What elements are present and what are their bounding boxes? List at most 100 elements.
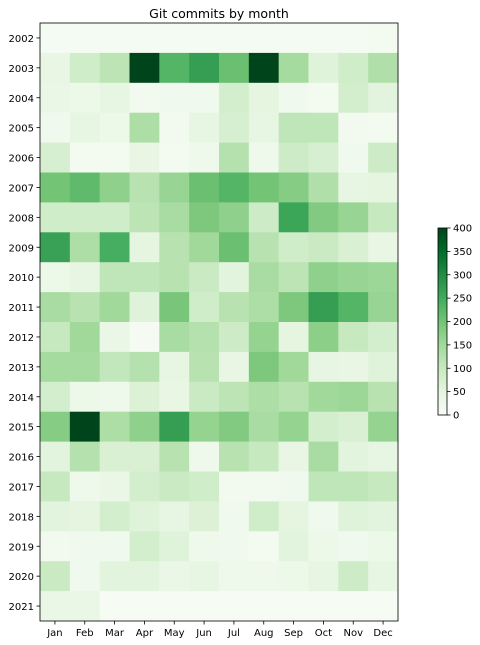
chart-title: Git commits by month [149, 6, 289, 21]
heatmap-cell-2007-oct [308, 172, 339, 203]
heatmap-cell-2011-jan [40, 292, 71, 323]
heatmap-cell-2009-feb [69, 232, 101, 263]
heatmap-cell-2005-oct [308, 112, 339, 143]
heatmap-cell-2018-jul [219, 501, 250, 532]
heatmap-cell-2018-jan [40, 501, 71, 532]
heatmap-cell-2021-dec [368, 591, 399, 622]
heatmap-cell-2006-oct [308, 142, 339, 173]
heatmap-cell-2018-aug [248, 501, 280, 532]
heatmap-cell-2019-may [159, 531, 190, 562]
heatmap-cell-2006-jun [189, 142, 220, 173]
heatmap-cell-2008-feb [69, 202, 101, 233]
colorbar-tick-label: 50 [453, 387, 466, 398]
heatmap-cell-2013-mar [99, 351, 130, 383]
heatmap-cell-2006-may [159, 142, 190, 173]
heatmap-cell-2014-aug [248, 381, 280, 413]
heatmap-cell-2012-sep [278, 322, 309, 353]
y-tick-label: 2007 [9, 183, 34, 194]
heatmap-cell-2015-may [159, 411, 190, 442]
heatmap-cell-2010-oct [308, 262, 339, 293]
heatmap-cell-2019-dec [368, 531, 399, 562]
heatmap-cell-2014-jun [189, 381, 220, 413]
heatmap-cell-2015-apr [129, 411, 160, 442]
heatmap-cell-2011-feb [69, 292, 101, 323]
heatmap-cell-2020-oct [308, 561, 339, 592]
heatmap-cell-2003-feb [69, 52, 101, 84]
heatmap-cell-2014-jan [40, 381, 71, 413]
heatmap-cell-2019-mar [99, 531, 130, 562]
heatmap-cell-2021-aug [248, 591, 280, 622]
y-tick-label: 2015 [9, 423, 34, 434]
heatmap-cell-2015-aug [248, 411, 280, 442]
y-tick-label: 2020 [9, 572, 34, 583]
heatmap-cell-2009-dec [368, 232, 399, 263]
colorbar-tick-label: 150 [453, 340, 472, 351]
heatmap-cell-2003-nov [338, 52, 369, 84]
heatmap-cell-2010-aug [248, 262, 280, 293]
heatmap-cell-2003-dec [368, 52, 399, 84]
colorbar-tick-label: 400 [453, 224, 472, 235]
heatmap-cell-2011-sep [278, 292, 309, 323]
heatmap-cell-2010-jul [219, 262, 250, 293]
heatmap-cell-2006-jan [40, 142, 71, 173]
heatmap-cell-2006-apr [129, 142, 160, 173]
heatmap-cell-2004-apr [129, 82, 160, 114]
heatmap-cell-2017-jun [189, 471, 220, 502]
x-tick-label: Jun [195, 628, 212, 639]
heatmap-cell-2018-dec [368, 501, 399, 532]
heatmap-cell-2016-jan [40, 441, 71, 472]
heatmap-cell-2021-mar [99, 591, 130, 622]
heatmap-cell-2015-mar [99, 411, 130, 442]
heatmap-cell-2005-jan [40, 112, 71, 143]
heatmap-cell-2011-jun [189, 292, 220, 323]
heatmap-cell-2010-apr [129, 262, 160, 293]
heatmap-cell-2015-nov [338, 411, 369, 442]
heatmap-cell-2016-dec [368, 441, 399, 472]
heatmap-cell-2003-aug [248, 52, 280, 84]
colorbar-tick-label: 250 [453, 294, 472, 305]
heatmap-cell-2004-feb [69, 82, 101, 114]
heatmap-cell-2015-oct [308, 411, 339, 442]
heatmap-cell-2018-feb [69, 501, 101, 532]
x-tick-label: Dec [373, 628, 392, 639]
heatmap-cell-2004-nov [338, 82, 369, 114]
x-tick-label: Feb [76, 628, 94, 639]
heatmap-cell-2020-jul [219, 561, 250, 592]
heatmap-cell-2010-nov [338, 262, 369, 293]
heatmap-cell-2009-jun [189, 232, 220, 263]
heatmap-cell-2002-nov [338, 23, 369, 54]
heatmap-cell-2009-aug [248, 232, 280, 263]
heatmap-cell-2009-jan [40, 232, 71, 263]
heatmap-cell-2007-nov [338, 172, 369, 203]
heatmap-cell-2008-dec [368, 202, 399, 233]
heatmap-cell-2010-may [159, 262, 190, 293]
heatmap-cell-2012-aug [248, 322, 280, 353]
heatmap-cells [40, 23, 399, 622]
heatmap-cell-2019-sep [278, 531, 309, 562]
heatmap-cell-2016-sep [278, 441, 309, 472]
heatmap-cell-2008-may [159, 202, 190, 233]
heatmap-cell-2002-oct [308, 23, 339, 54]
heatmap-cell-2003-oct [308, 52, 339, 84]
heatmap-cell-2011-aug [248, 292, 280, 323]
y-tick-label: 2012 [9, 333, 34, 344]
y-tick-label: 2010 [9, 273, 34, 284]
heatmap-cell-2007-sep [278, 172, 309, 203]
heatmap-cell-2007-apr [129, 172, 160, 203]
heatmap-cell-2020-dec [368, 561, 399, 592]
heatmap-cell-2021-feb [69, 591, 101, 622]
heatmap-cell-2009-may [159, 232, 190, 263]
heatmap-cell-2018-nov [338, 501, 369, 532]
heatmap-cell-2010-dec [368, 262, 399, 293]
heatmap-cell-2017-apr [129, 471, 160, 502]
heatmap-cell-2009-mar [99, 232, 130, 263]
heatmap-cell-2016-aug [248, 441, 280, 472]
heatmap-cell-2008-jul [219, 202, 250, 233]
heatmap-cell-2013-nov [338, 351, 369, 383]
heatmap-cell-2008-oct [308, 202, 339, 233]
heatmap-cell-2006-nov [338, 142, 369, 173]
heatmap-cell-2017-dec [368, 471, 399, 502]
heatmap-cell-2014-may [159, 381, 190, 413]
heatmap-cell-2002-jul [219, 23, 250, 54]
